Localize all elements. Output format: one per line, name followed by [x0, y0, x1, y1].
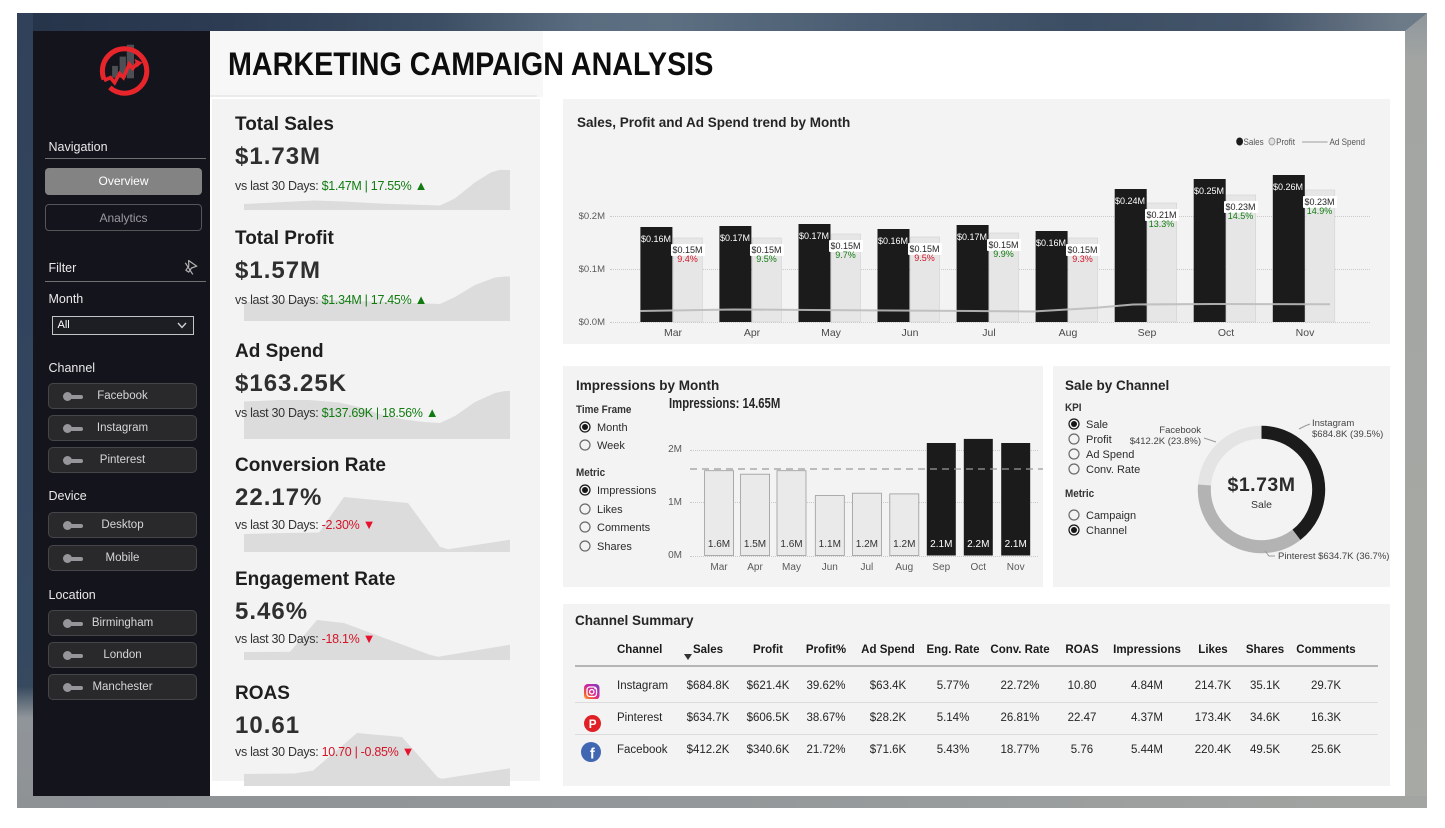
svg-text:f: f [590, 746, 595, 762]
svg-text:P: P [588, 717, 596, 730]
